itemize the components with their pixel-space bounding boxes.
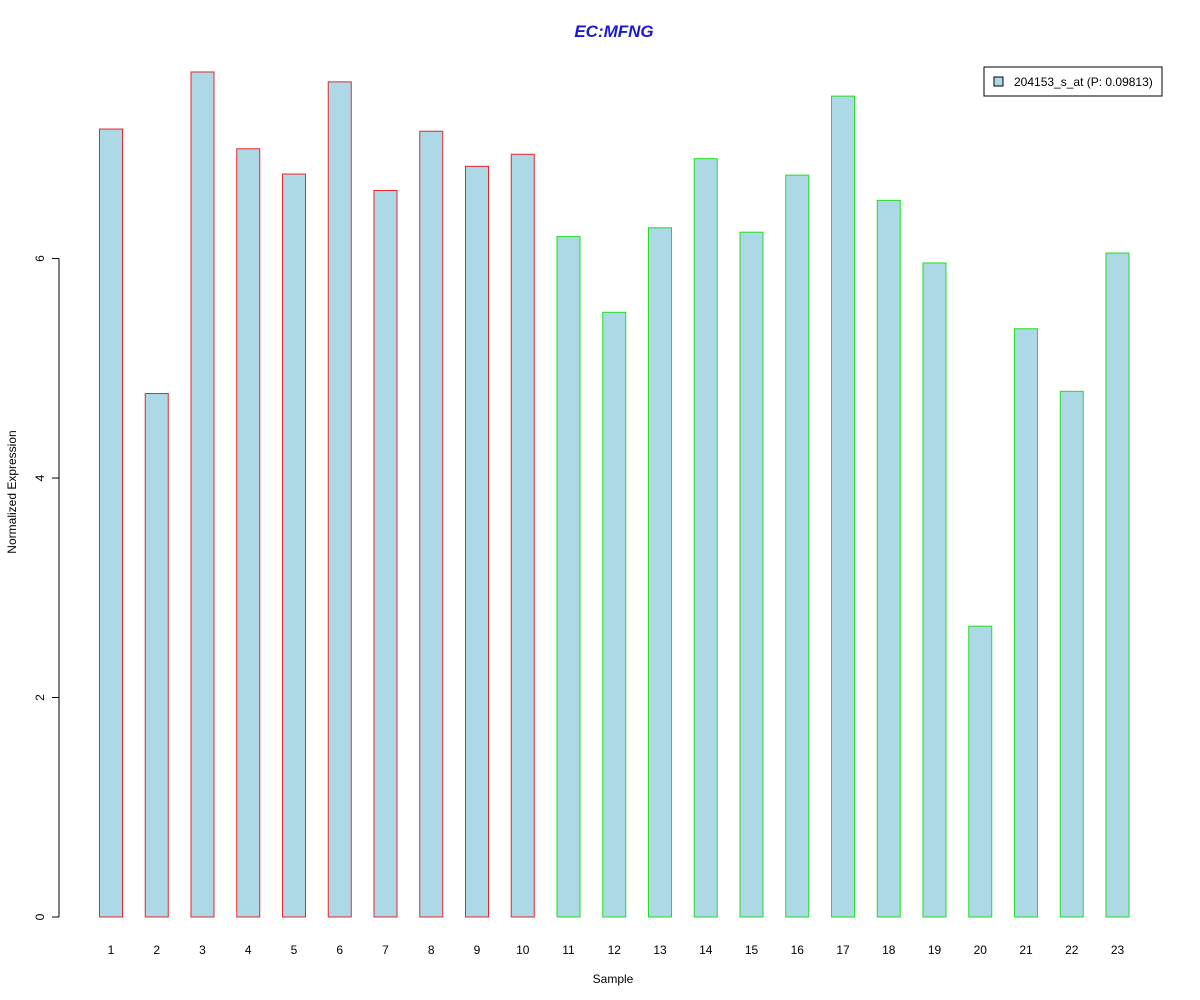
x-tick-label: 17	[836, 943, 850, 957]
x-tick-label: 2	[153, 943, 160, 957]
bar-sample-20	[968, 625, 993, 918]
x-tick-label: 6	[336, 943, 343, 957]
bar-sample-3	[190, 71, 215, 918]
x-tick-label: 1	[108, 943, 115, 957]
x-tick-label: 7	[382, 943, 389, 957]
y-axis: 0 2 4 6	[33, 255, 60, 920]
x-tick-label: 13	[653, 943, 667, 957]
bar-sample-17	[831, 95, 855, 918]
bar-sample-18	[876, 199, 901, 918]
bar-sample-11	[556, 236, 581, 918]
chart-title: EC:MFNG	[574, 22, 653, 41]
bar-sample-1	[99, 128, 123, 918]
bar-sample-21	[1014, 328, 1038, 918]
bar-sample-7	[373, 190, 398, 918]
y-tick-label: 6	[33, 255, 47, 262]
x-tick-label: 10	[516, 943, 530, 957]
legend: 204153_s_at (P: 0.09813)	[983, 66, 1163, 97]
bar-sample-2	[144, 393, 169, 918]
bar-sample-15	[739, 231, 764, 918]
x-tick-label: 20	[974, 943, 988, 957]
bar-sample-6	[327, 81, 352, 918]
x-tick-label: 23	[1111, 943, 1125, 957]
x-tick-labels: 1 2 3 4 5 6 7 8 9 10 11 12 13 14 15 16 17 18 19 20 21 22 23	[108, 943, 1125, 957]
y-tick-label: 4	[33, 474, 47, 481]
bar-sample-12	[602, 311, 627, 918]
bar-sample-14	[693, 158, 718, 918]
x-tick-label: 15	[745, 943, 759, 957]
y-axis-label: Normalized Expression	[5, 430, 19, 553]
x-tick-label: 9	[474, 943, 481, 957]
bar-sample-16	[785, 174, 810, 918]
y-tick-label: 0	[33, 913, 47, 920]
x-tick-label: 18	[882, 943, 896, 957]
bar-sample-23	[1105, 252, 1130, 918]
x-tick-label: 14	[699, 943, 713, 957]
legend-box	[983, 66, 1163, 97]
x-tick-label: 4	[245, 943, 252, 957]
x-tick-label: 16	[791, 943, 805, 957]
x-tick-label: 8	[428, 943, 435, 957]
bar-sample-10	[510, 153, 535, 918]
bar-sample-19	[922, 262, 947, 918]
bar-sample-5	[282, 173, 306, 918]
x-tick-label: 11	[562, 943, 575, 957]
legend-label: 204153_s_at (P: 0.09813)	[1014, 75, 1153, 89]
y-tick-label: 2	[33, 694, 47, 701]
bars-group	[99, 71, 1130, 918]
x-tick-label: 21	[1019, 943, 1033, 957]
x-axis-label: Sample	[593, 972, 634, 986]
x-tick-label: 5	[291, 943, 298, 957]
bar-sample-13	[648, 227, 672, 918]
bar-sample-9	[465, 165, 489, 918]
x-tick-label: 22	[1065, 943, 1079, 957]
x-tick-label: 12	[608, 943, 622, 957]
legend-swatch	[993, 76, 1004, 87]
x-tick-label: 3	[199, 943, 206, 957]
bar-sample-22	[1059, 390, 1084, 918]
bar-sample-4	[236, 148, 261, 918]
x-tick-label: 19	[928, 943, 942, 957]
bar-sample-8	[419, 130, 444, 918]
